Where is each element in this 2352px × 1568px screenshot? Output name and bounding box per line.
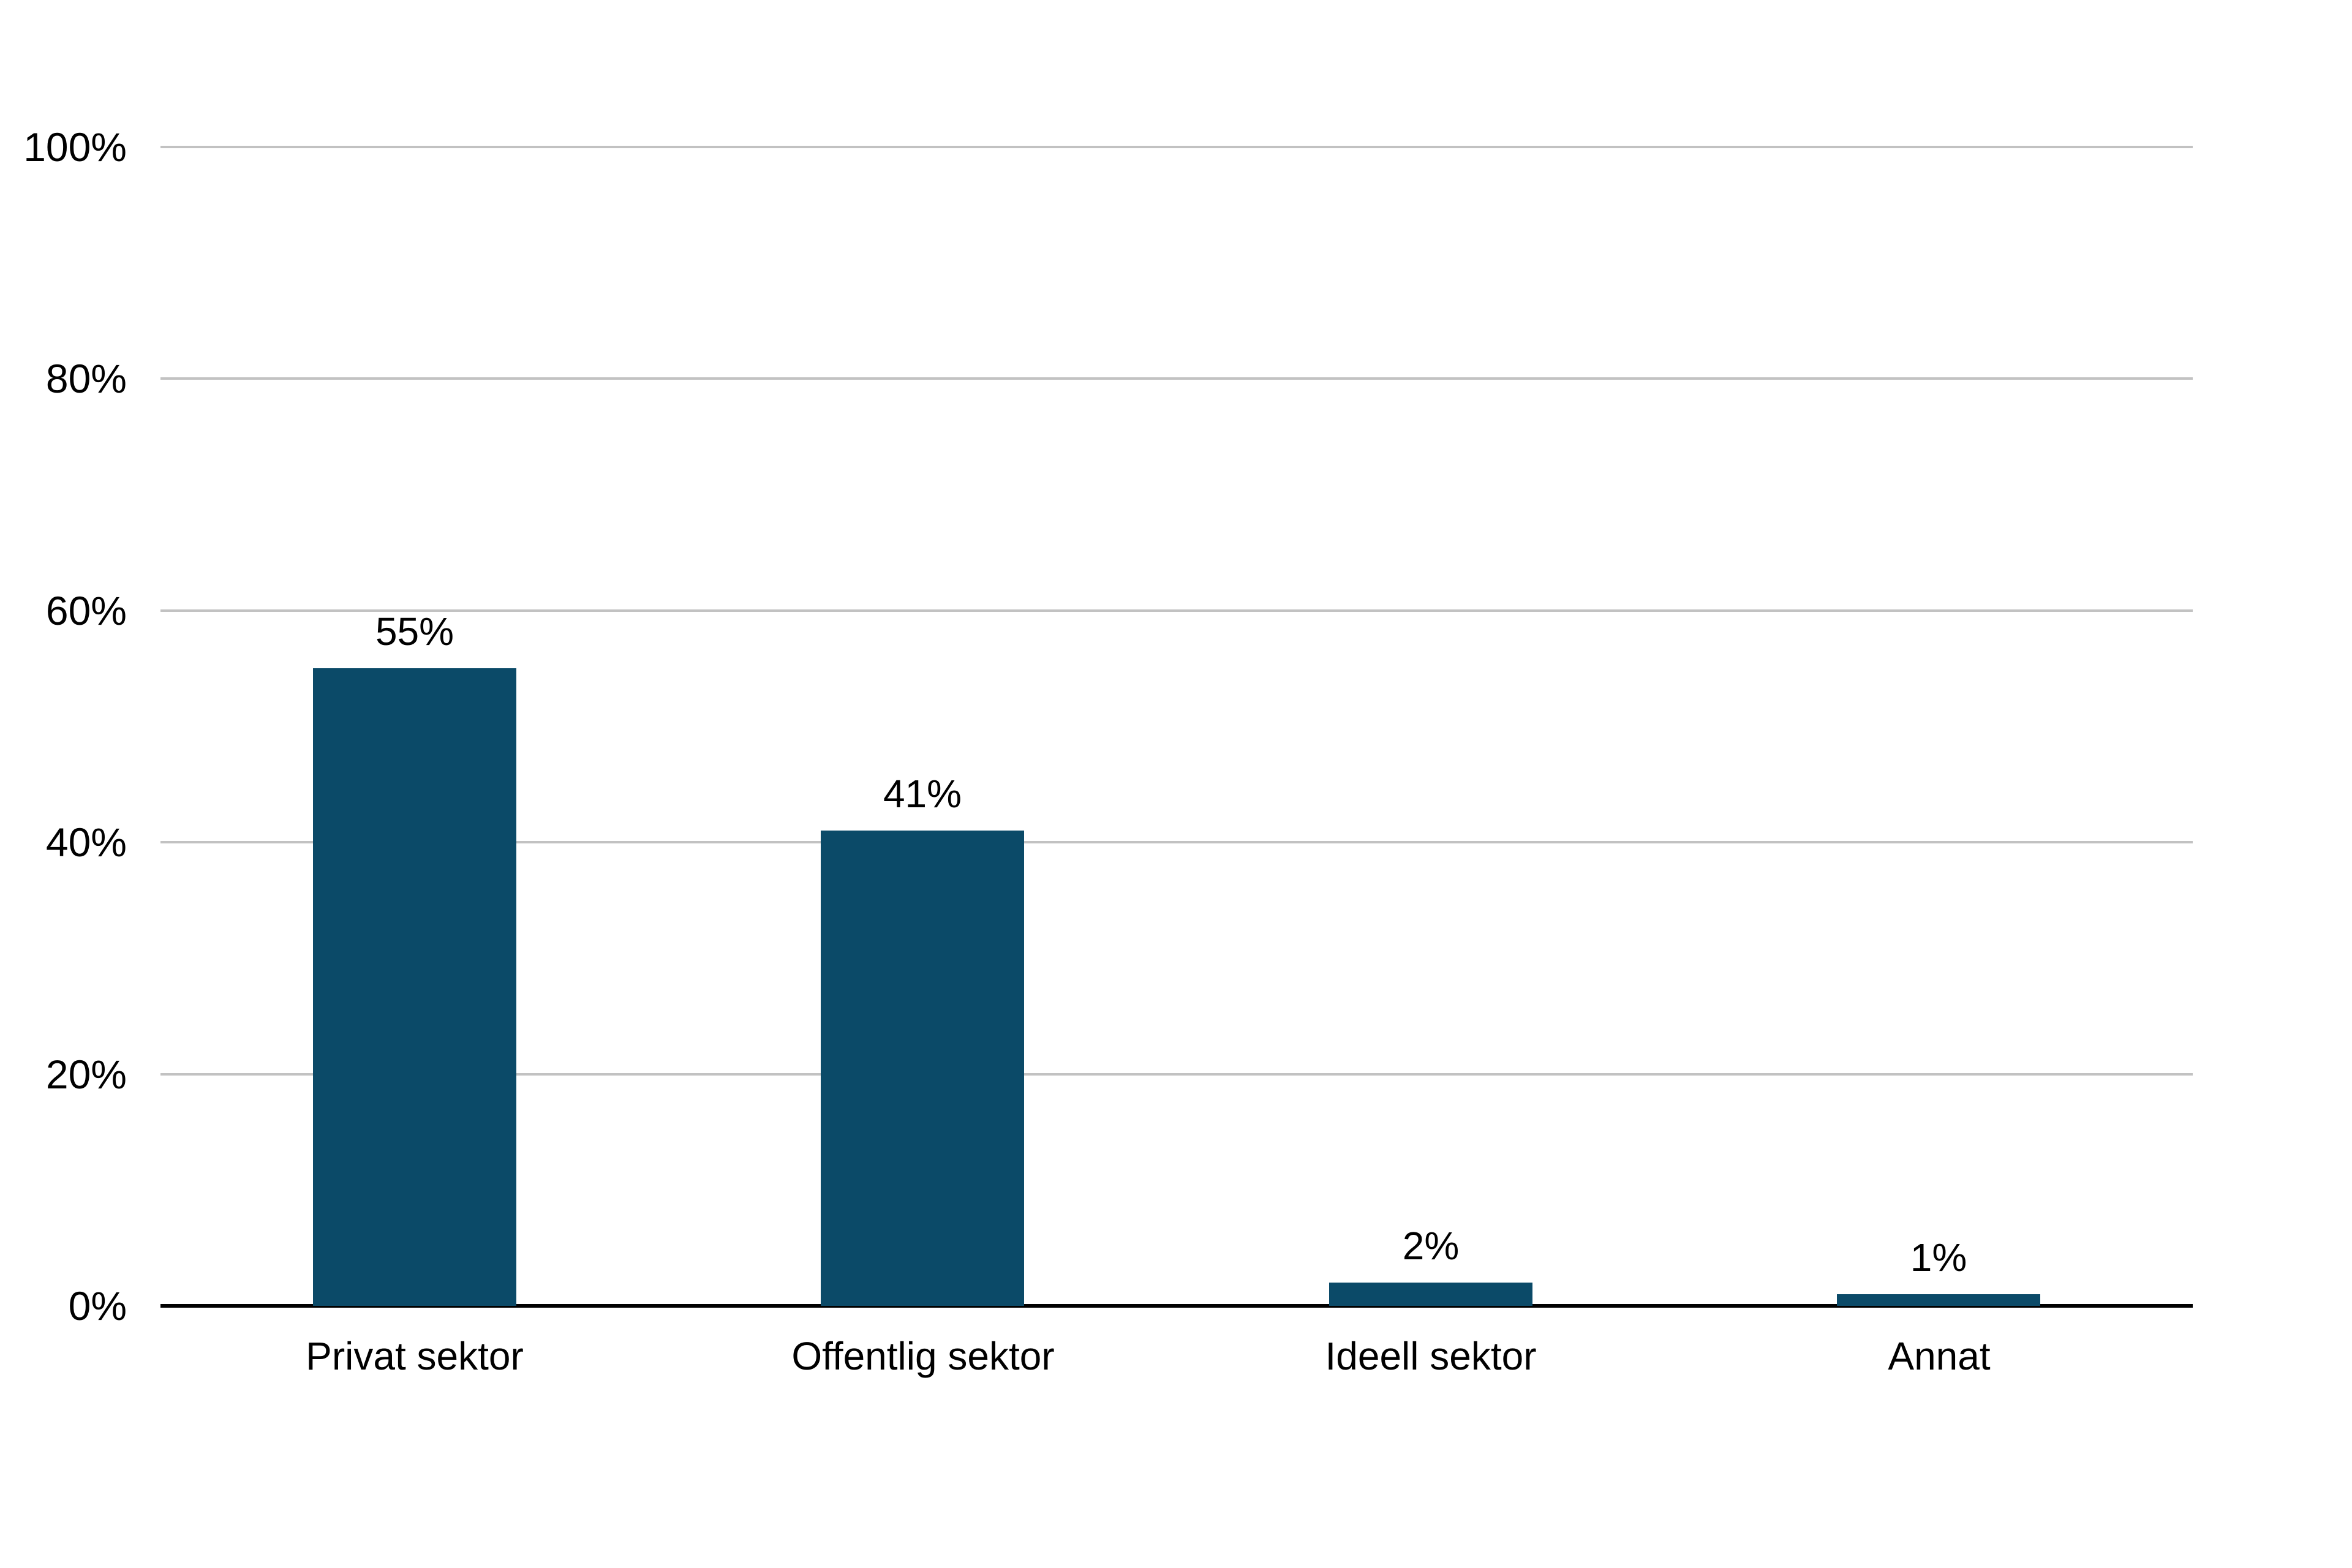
x-axis-line <box>160 1304 2193 1308</box>
gridline-100 <box>160 146 2193 148</box>
bar-privat-sektor <box>313 668 516 1306</box>
x-axis-label-ideell-sektor: Ideell sektor <box>1325 1334 1537 1378</box>
gridline-20 <box>160 1073 2193 1076</box>
bar-offentlig-sektor <box>821 831 1024 1306</box>
value-label-offentlig-sektor: 41% <box>883 772 962 816</box>
x-axis-label-annat: Annat <box>1888 1334 1991 1378</box>
y-axis-label-80: 80% <box>45 356 127 401</box>
y-axis-label-40: 40% <box>45 820 127 865</box>
y-axis-label-100: 100% <box>23 124 127 170</box>
value-label-ideell-sektor: 2% <box>1402 1224 1460 1268</box>
y-axis-label-0: 0% <box>68 1283 127 1329</box>
bar-annat <box>1837 1294 2040 1306</box>
value-label-privat-sektor: 55% <box>375 609 454 654</box>
gridline-60 <box>160 609 2193 612</box>
gridline-40 <box>160 841 2193 843</box>
gridline-80 <box>160 377 2193 380</box>
y-axis-label-60: 60% <box>45 588 127 633</box>
value-label-annat: 1% <box>1910 1235 1967 1280</box>
y-axis-label-20: 20% <box>45 1052 127 1097</box>
bar-ideell-sektor <box>1329 1283 1532 1306</box>
x-axis-label-privat-sektor: Privat sektor <box>306 1334 524 1378</box>
x-axis-label-offentlig-sektor: Offentlig sektor <box>791 1334 1055 1378</box>
